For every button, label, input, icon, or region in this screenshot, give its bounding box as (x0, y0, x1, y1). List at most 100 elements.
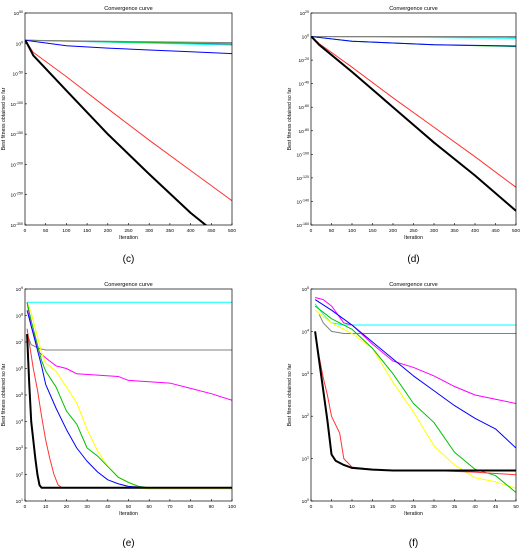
x-tick-label: 50 (43, 228, 49, 234)
y-tick-exponent: 1 (307, 456, 309, 460)
x-axis-label: Iteration (119, 235, 138, 241)
x-tick-label: 10 (43, 504, 49, 510)
chart-title: Convergence curve (104, 6, 153, 12)
chart-panel-3: 0 5 10 15 20 25 30 35 40 45 50105104103102101100Co… (287, 282, 519, 549)
x-tick-label: 30 (84, 504, 90, 510)
series-line-1 (26, 333, 232, 351)
chart-title: Convergence curve (104, 282, 153, 288)
y-tick-base: 10 (10, 223, 16, 229)
y-tick-exponent: -60 (304, 104, 309, 108)
y-tick-label: 108 (16, 313, 23, 320)
y-tick-base: 10 (16, 340, 22, 346)
plot-area (311, 13, 516, 225)
y-tick-exponent: -50 (18, 71, 23, 75)
x-tick-label: 25 (411, 504, 417, 510)
y-tick-label: 102 (302, 413, 309, 420)
y-tick-label: 10-140 (296, 198, 309, 205)
y-tick-exponent: -250 (16, 192, 23, 196)
y-tick-label: 100 (302, 34, 309, 41)
x-tick-label: 350 (450, 228, 458, 234)
y-tick-base: 10 (14, 11, 20, 17)
y-tick-exponent: -120 (302, 175, 309, 179)
series-line-3 (314, 299, 516, 449)
y-tick-label: 100 (302, 498, 309, 505)
x-tick-label: 150 (368, 228, 376, 234)
y-tick-base: 10 (302, 287, 308, 293)
y-axis-label: Best fitness obtained so far (287, 87, 293, 150)
series-group (25, 39, 232, 225)
y-tick-label: 102 (16, 472, 23, 479)
x-tick-label: 200 (389, 228, 397, 234)
x-tick-label: 300 (430, 228, 438, 234)
y-tick-exponent: 2 (21, 472, 23, 476)
y-tick-label: 10-20 (298, 57, 309, 64)
y-tick-base: 10 (10, 132, 16, 138)
y-tick-base: 10 (302, 414, 308, 420)
y-tick-base: 10 (298, 58, 304, 64)
y-tick-exponent: 6 (21, 366, 23, 370)
series-line-2 (314, 296, 516, 404)
y-tick-base: 10 (296, 152, 302, 158)
y-tick-label: 10-300 (10, 222, 23, 229)
x-tick-label: 300 (145, 228, 153, 234)
chart-panel-2: 0 10 20 30 40 50 60 70 80 90 100109108107106105104… (1, 282, 236, 549)
y-tick-label: 10-250 (10, 192, 23, 199)
series-line-4 (25, 39, 232, 44)
x-tick-label: 450 (207, 228, 215, 234)
x-tick-label: 400 (187, 228, 195, 234)
chart-panel-1: 0 50 100 150 200 250 300 350 400 450 500102010010-… (287, 6, 520, 265)
chart-title: Convergence curve (389, 282, 438, 288)
x-tick-label: 50 (126, 504, 132, 510)
x-tick-label: 15 (370, 504, 376, 510)
panel-label: (f) (409, 538, 418, 549)
y-tick-exponent: 0 (21, 40, 23, 44)
x-tick-label: 50 (329, 228, 335, 234)
x-tick-label: 50 (513, 504, 519, 510)
y-tick-exponent: 5 (307, 286, 309, 290)
y-tick-base: 10 (298, 105, 304, 111)
y-tick-exponent: -150 (16, 131, 23, 135)
y-tick-exponent: -100 (16, 101, 23, 105)
panel-label: (c) (123, 254, 135, 265)
y-tick-base: 10 (16, 367, 22, 373)
series-line-7 (26, 334, 232, 489)
x-tick-label: 0 (310, 228, 313, 234)
y-tick-base: 10 (302, 499, 308, 505)
y-tick-base: 10 (16, 314, 22, 320)
y-tick-label: 103 (302, 371, 309, 378)
x-tick-label: 45 (493, 504, 499, 510)
y-tick-label: 10-120 (296, 175, 309, 182)
y-tick-exponent: 4 (21, 419, 23, 423)
series-line-5 (25, 39, 232, 55)
y-tick-exponent: 9 (21, 286, 23, 290)
y-tick-label: 10-100 (296, 151, 309, 158)
y-tick-base: 10 (12, 72, 18, 78)
y-tick-label: 10-40 (298, 81, 309, 88)
series-line-7 (314, 331, 516, 472)
chart-panel-0: 0 50 100 150 200 250 300 350 400 450 500105010010-… (1, 6, 236, 265)
series-line-5 (26, 310, 232, 489)
y-tick-label: 1020 (300, 10, 309, 17)
series-group (311, 35, 516, 212)
y-tick-base: 10 (302, 35, 308, 41)
y-tick-exponent: 3 (21, 445, 23, 449)
x-axis-label: Iteration (119, 511, 138, 517)
y-tick-exponent: 7 (21, 339, 23, 343)
y-tick-label: 10-200 (10, 161, 23, 168)
y-tick-label: 10-160 (296, 222, 309, 229)
series-line-1 (318, 314, 516, 335)
y-tick-base: 10 (16, 393, 22, 399)
series-line-2 (26, 302, 232, 401)
y-tick-exponent: 20 (305, 10, 309, 14)
x-tick-label: 90 (209, 504, 215, 510)
x-tick-label: 40 (105, 504, 111, 510)
panel-label: (e) (122, 538, 134, 549)
x-tick-label: 0 (24, 504, 27, 510)
y-tick-base: 10 (16, 420, 22, 426)
y-tick-exponent: 0 (307, 34, 309, 38)
y-tick-label: 100 (16, 40, 23, 47)
chart-title: Convergence curve (389, 6, 438, 12)
x-tick-label: 500 (512, 228, 520, 234)
x-tick-label: 0 (310, 504, 313, 510)
